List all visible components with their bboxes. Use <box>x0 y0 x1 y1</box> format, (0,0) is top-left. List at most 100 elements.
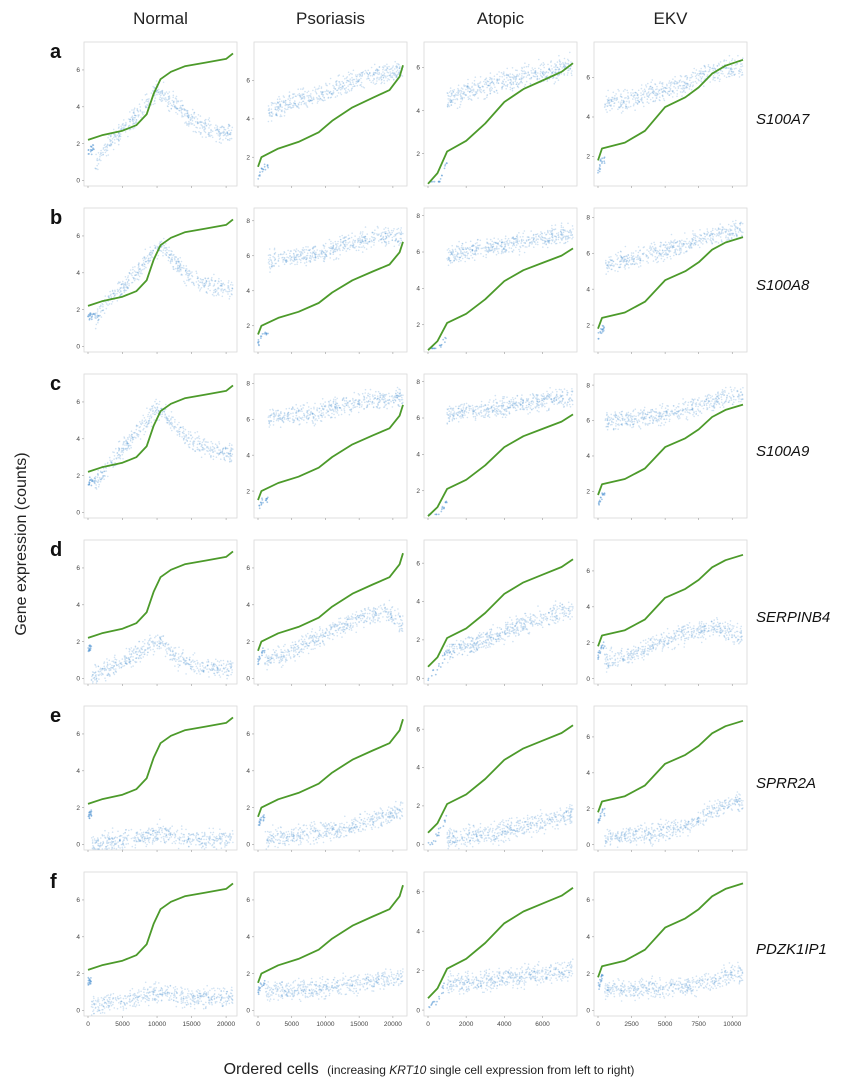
cell-point <box>126 441 129 444</box>
cell-point <box>192 441 194 444</box>
cell-point <box>503 83 506 86</box>
cell-point <box>731 74 733 77</box>
cell-point <box>483 80 485 83</box>
cell-point <box>329 91 331 93</box>
cell-point <box>196 118 199 120</box>
cell-point <box>567 67 570 70</box>
cell-point <box>738 70 740 72</box>
cell-point <box>661 94 664 96</box>
cell-point <box>351 79 354 82</box>
cell-point <box>477 238 479 241</box>
cell-point <box>679 74 682 77</box>
cell-point <box>714 68 717 71</box>
cell-point <box>612 98 614 100</box>
cell-point <box>571 70 573 72</box>
cell-point <box>203 130 206 133</box>
cell-point <box>496 79 499 81</box>
cell-point <box>122 122 124 125</box>
cell-point <box>228 124 231 127</box>
cell-point <box>226 131 228 133</box>
cell-point <box>486 238 488 240</box>
cell-point <box>174 97 177 99</box>
cell-point <box>453 96 456 98</box>
cell-point <box>654 255 656 258</box>
cell-point <box>732 72 734 74</box>
cell-point <box>352 83 355 85</box>
cell-point <box>216 127 218 129</box>
cell-point <box>642 259 644 262</box>
cell-point <box>455 250 457 252</box>
cell-point <box>563 63 565 66</box>
cell-point <box>330 96 333 99</box>
cell-point <box>181 436 183 438</box>
cell-point <box>129 118 131 121</box>
cell-point <box>355 82 357 85</box>
cell-point <box>142 257 144 260</box>
cell-point <box>551 71 554 74</box>
cell-point <box>679 249 681 252</box>
cell-point <box>195 270 197 273</box>
cell-point <box>336 84 338 86</box>
cell-point <box>330 242 332 245</box>
cell-point <box>292 106 295 108</box>
cell-point <box>468 87 471 90</box>
cell-point <box>712 69 714 72</box>
cell-point <box>176 107 178 110</box>
cell-point <box>202 438 205 441</box>
cell-point <box>361 251 364 253</box>
cell-point <box>620 95 622 98</box>
cell-point <box>460 250 462 252</box>
cell-point <box>218 443 221 445</box>
cell-point <box>438 180 441 183</box>
cell-point <box>337 258 340 260</box>
cell-point <box>569 67 572 69</box>
cell-point <box>362 236 365 238</box>
cell-point <box>302 97 304 100</box>
cell-point <box>640 94 642 97</box>
cell-point <box>383 65 385 67</box>
cell-point <box>569 68 572 70</box>
cell-point <box>570 61 572 63</box>
cell-point <box>196 443 199 446</box>
cell-point <box>220 132 223 134</box>
cell-point <box>725 66 728 69</box>
cell-point <box>376 68 378 70</box>
cell-point <box>361 71 364 74</box>
cell-point <box>191 108 194 111</box>
cell-point <box>601 160 604 163</box>
cell-point <box>103 149 106 151</box>
cell-point <box>565 237 567 240</box>
cell-point <box>182 104 184 107</box>
cell-point <box>620 93 622 95</box>
cell-point <box>500 239 503 241</box>
cell-point <box>123 448 125 451</box>
cell-point <box>463 251 466 253</box>
cell-point <box>132 111 135 114</box>
cell-point <box>104 151 107 154</box>
cell-point <box>139 430 142 433</box>
cell-point <box>386 66 388 68</box>
cell-point <box>316 102 319 104</box>
cell-point <box>121 453 124 456</box>
cell-point <box>186 115 188 117</box>
cell-point <box>187 433 190 435</box>
cell-point <box>466 247 469 249</box>
cell-point <box>696 236 699 238</box>
cell-point <box>115 458 118 460</box>
cell-point <box>149 415 151 418</box>
cell-point <box>326 90 328 93</box>
cell-point <box>710 241 713 243</box>
cell-point <box>462 92 465 95</box>
cell-point <box>217 454 220 456</box>
cell-point <box>495 90 498 92</box>
cell-point <box>338 74 341 76</box>
cell-point <box>111 460 113 462</box>
cell-point <box>469 88 472 90</box>
cell-point <box>433 347 436 350</box>
cell-point <box>274 102 276 104</box>
cell-point <box>376 69 379 71</box>
cell-point <box>562 226 564 229</box>
cell-point <box>168 110 171 113</box>
cell-point <box>599 168 602 170</box>
